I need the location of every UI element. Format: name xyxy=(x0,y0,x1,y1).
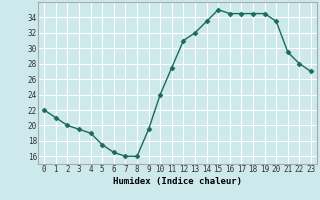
X-axis label: Humidex (Indice chaleur): Humidex (Indice chaleur) xyxy=(113,177,242,186)
